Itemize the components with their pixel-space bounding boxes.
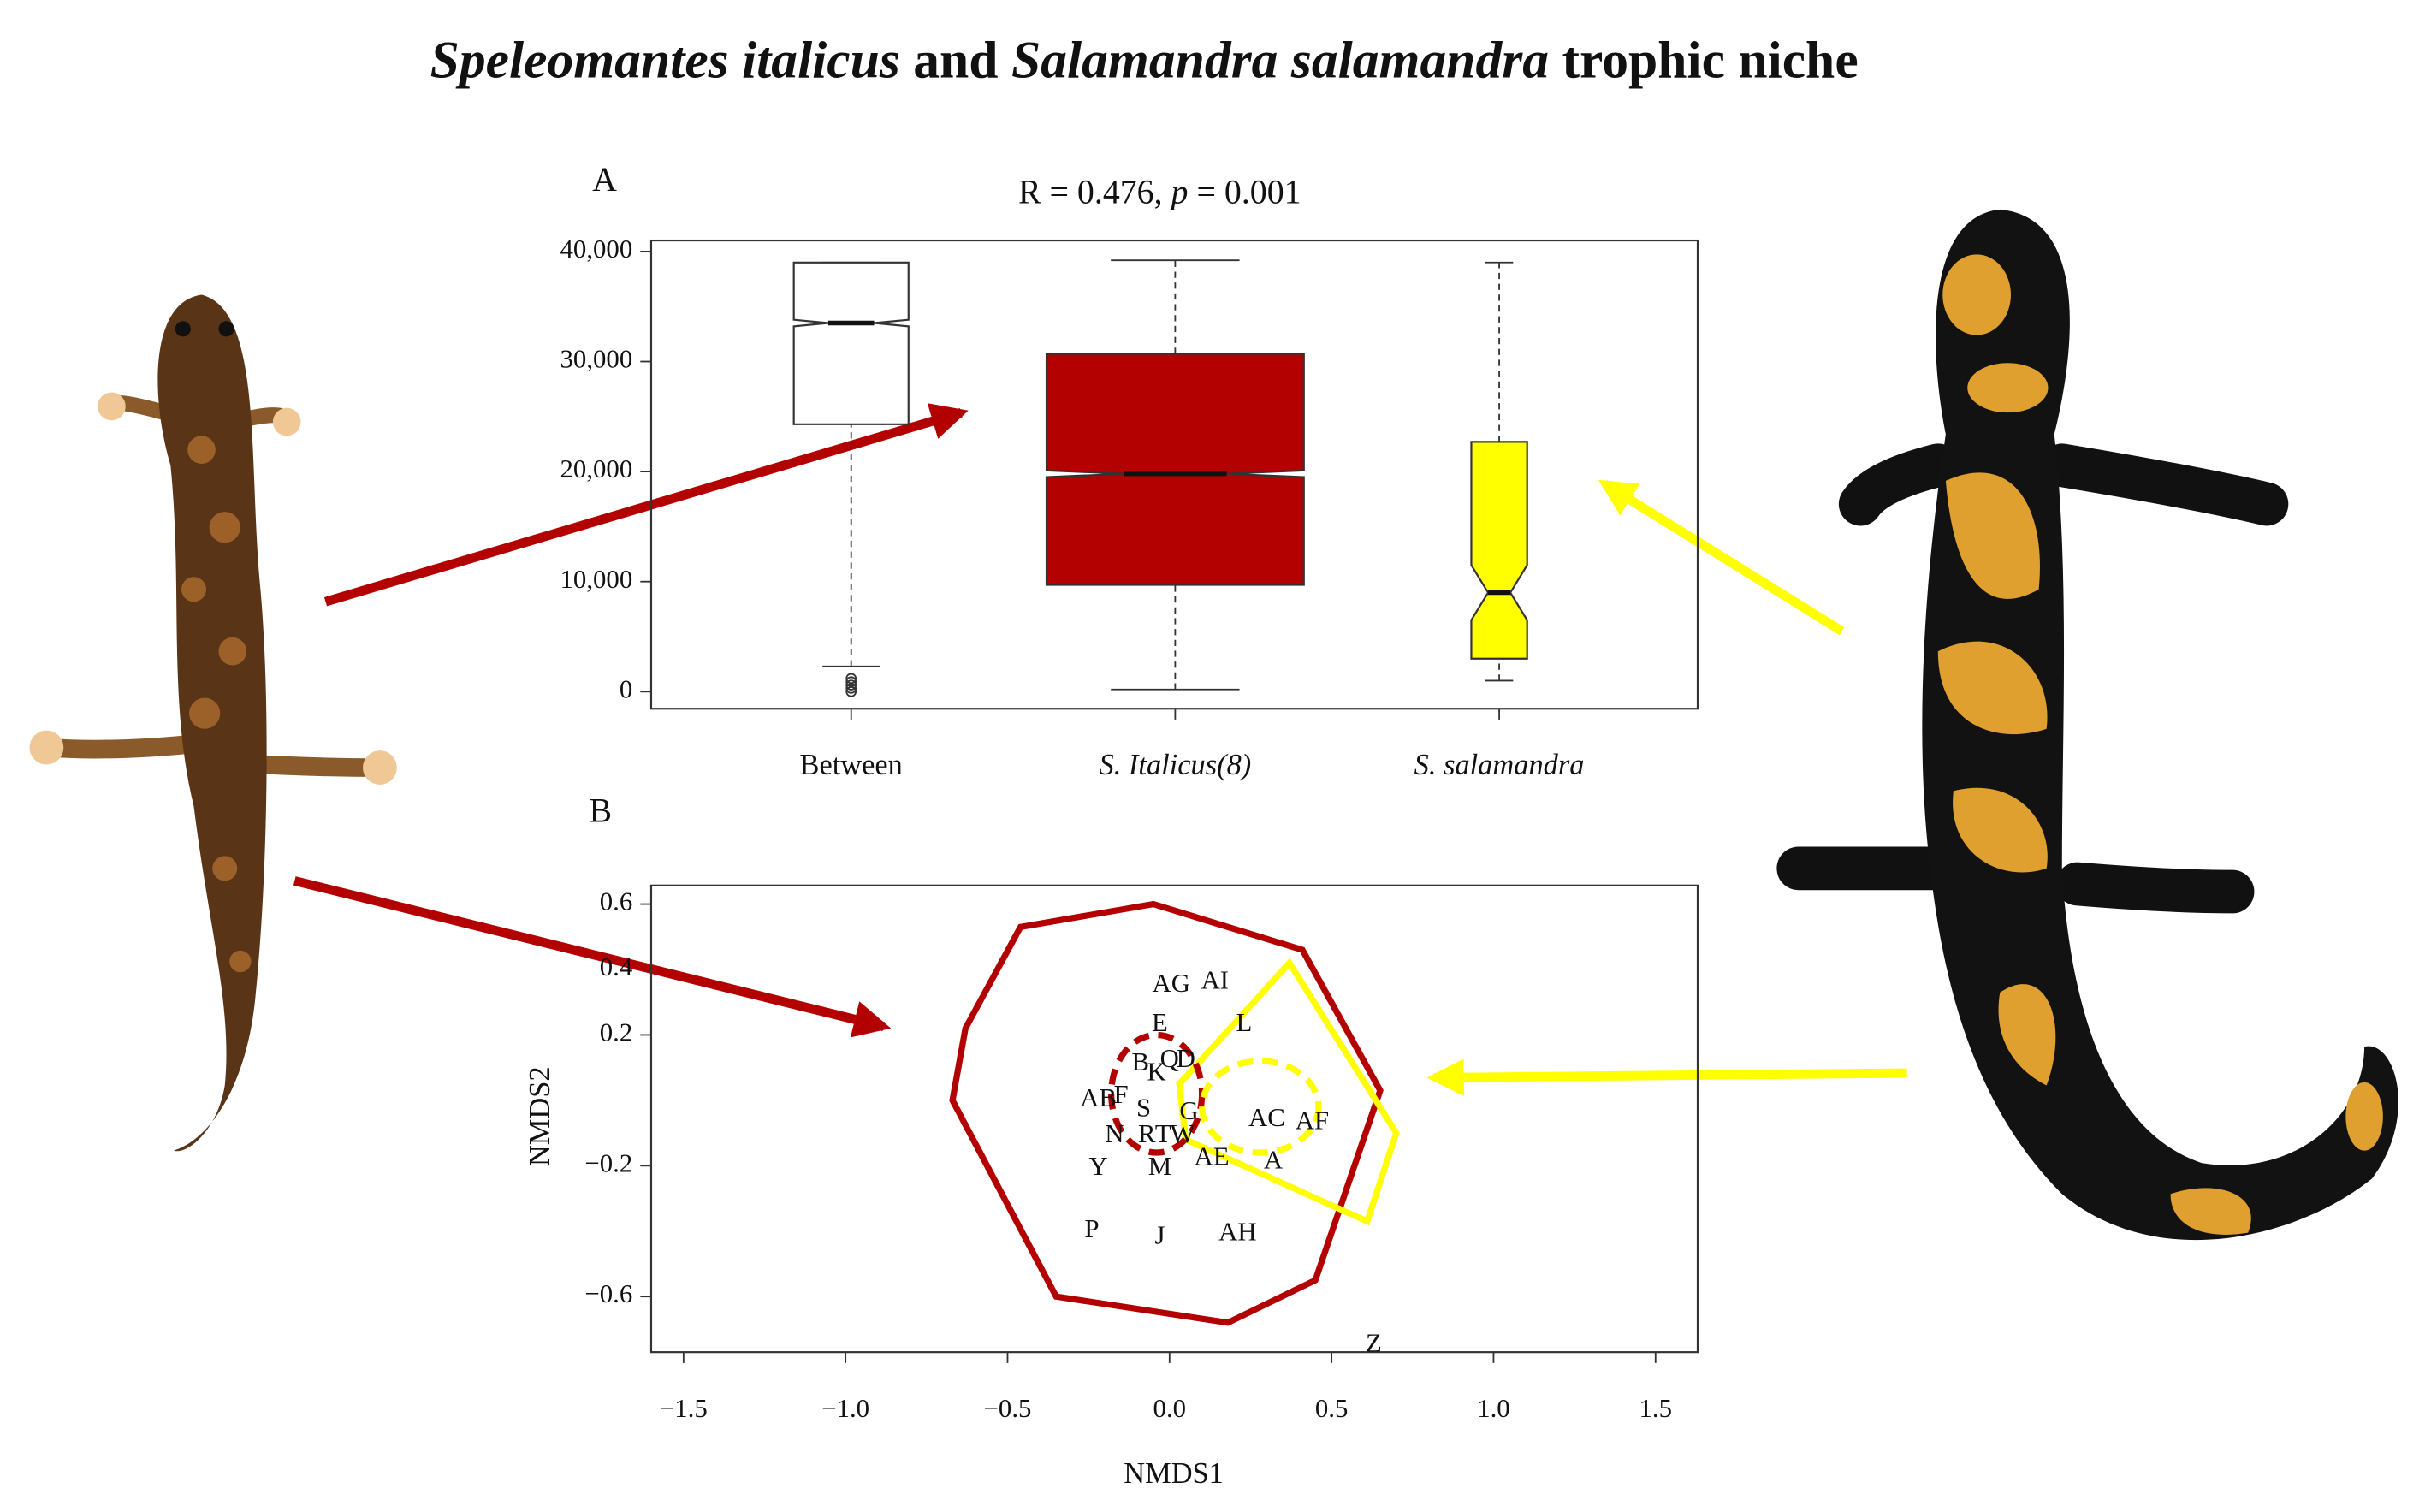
point-label: W: [1170, 1119, 1195, 1148]
plot-frame: [649, 884, 1699, 1354]
figure-title: Speleomantes italicus and Salamandra sal…: [430, 31, 1859, 89]
y-tick-label: −0.6: [584, 1279, 632, 1308]
point-label: AB: [1080, 1083, 1117, 1112]
point-label: L: [1236, 1008, 1252, 1037]
outlier: [845, 676, 857, 688]
point-label: AF: [1296, 1106, 1329, 1135]
point-label: K: [1147, 1057, 1166, 1086]
box: [1470, 441, 1528, 660]
y-tick-label: 0.2: [600, 1018, 633, 1047]
x-tick-label: S. salamandra: [1414, 749, 1585, 781]
x-tick-label: 1.0: [1477, 1394, 1510, 1423]
box: [792, 261, 910, 425]
point-label: T: [1155, 1119, 1171, 1148]
annotation-part: R = 0.476,: [1018, 173, 1171, 211]
ellipse: [1199, 1058, 1322, 1156]
point-label: N: [1105, 1119, 1124, 1148]
y-tick-label: 30,000: [560, 345, 633, 374]
arrows: [293, 403, 1907, 1096]
title-part: trophic niche: [1549, 31, 1859, 89]
outlier: [845, 679, 857, 691]
title-part: and: [900, 31, 1011, 89]
point-label: AI: [1201, 965, 1229, 994]
x-tick-label: 0.5: [1315, 1394, 1349, 1423]
point-label: AC: [1248, 1103, 1285, 1132]
speleomantes-illustration: [29, 294, 397, 1152]
point-label: A: [1264, 1146, 1284, 1175]
x-tick-label: 1.5: [1639, 1394, 1673, 1423]
hull: [1176, 958, 1400, 1226]
y-tick-label: 0: [620, 674, 632, 703]
panel-label: A: [592, 160, 617, 199]
point-label: B: [1131, 1047, 1149, 1076]
box: [1045, 353, 1305, 586]
point-label: F: [1113, 1080, 1128, 1109]
x-axis-label: NMDS1: [1124, 1457, 1224, 1490]
y-tick-label: −0.2: [584, 1148, 632, 1177]
y-tick-label: 10,000: [560, 565, 633, 594]
point-label: AH: [1218, 1218, 1256, 1247]
point-label: E: [1152, 1008, 1168, 1037]
y-tick-label: 40,000: [560, 234, 633, 264]
salamandra-illustration: [1776, 209, 2398, 1241]
annotation: R = 0.476, p = 0.001: [1018, 173, 1301, 211]
outlier: [845, 673, 857, 685]
point-label: AE: [1194, 1142, 1229, 1171]
x-tick-label: Between: [800, 749, 903, 781]
point-label: M: [1148, 1152, 1171, 1181]
x-tick-label: 0.0: [1153, 1394, 1187, 1423]
x-tick-label: S. Italicus(8): [1100, 749, 1252, 781]
point-label: D: [1177, 1044, 1195, 1073]
x-tick-label: −1.5: [660, 1394, 708, 1423]
point-label: AG: [1152, 969, 1189, 998]
point-label: J: [1154, 1220, 1165, 1249]
point-label: R: [1138, 1119, 1156, 1148]
annotation-part: = 0.001: [1188, 173, 1301, 211]
hull: [949, 900, 1384, 1326]
point-label: S: [1136, 1093, 1151, 1122]
x-tick-label: −1.0: [821, 1394, 869, 1423]
x-tick-label: −0.5: [984, 1394, 1032, 1423]
point-label: G: [1179, 1096, 1198, 1125]
title-part: Speleomantes italicus: [430, 31, 900, 89]
y-tick-label: 0.4: [600, 952, 633, 981]
y-tick-label: 0.6: [600, 887, 633, 916]
point-label: P: [1084, 1214, 1099, 1243]
point-label: Q: [1160, 1044, 1179, 1073]
y-tick-label: 20,000: [560, 454, 633, 483]
point-label: Z: [1366, 1329, 1382, 1358]
point-label: Y: [1088, 1152, 1107, 1181]
annotation-part: p: [1169, 173, 1189, 211]
y-axis-label: NMDS2: [524, 1066, 556, 1166]
panel-label: B: [590, 792, 613, 830]
title-part: Salamandra salamandra: [1011, 31, 1549, 89]
